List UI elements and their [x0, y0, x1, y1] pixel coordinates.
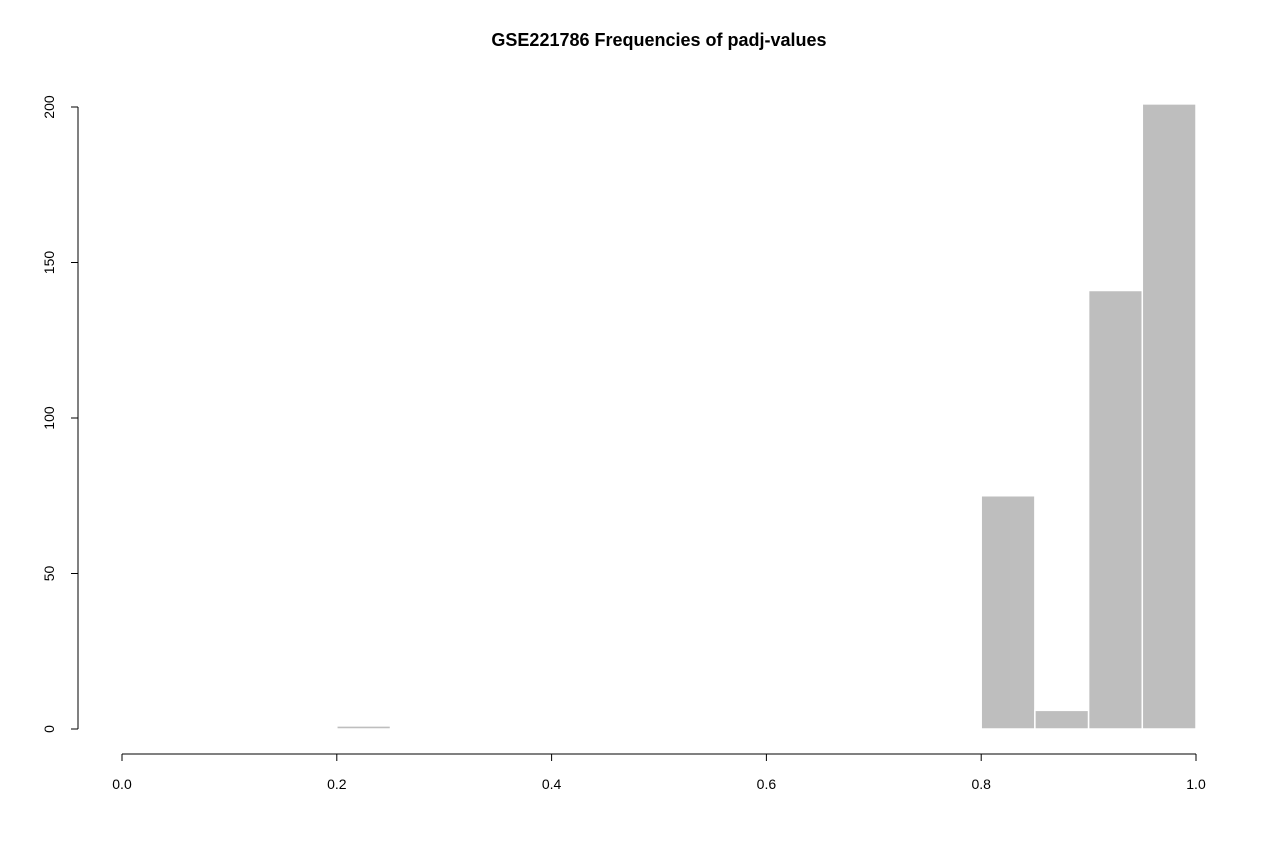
y-tick-label-0: 0	[41, 725, 57, 733]
histogram-bar-2	[1034, 709, 1090, 730]
x-axis: 0.0 0.2 0.4 0.6 0.8 1.0	[112, 753, 1206, 792]
y-tick-label-1: 50	[41, 566, 57, 582]
x-tick-label-4: 0.8	[971, 776, 991, 792]
x-tick-label-3: 0.6	[757, 776, 777, 792]
y-tick-label-2: 100	[41, 406, 57, 430]
x-tick-label-2: 0.4	[542, 776, 562, 792]
histogram-bar-4	[1141, 103, 1197, 730]
histogram-bar-3	[1087, 289, 1144, 730]
y-tick-label-3: 150	[41, 251, 57, 275]
y-axis: 0 50 100 150 200	[41, 95, 79, 733]
x-tick-label-1: 0.2	[327, 776, 347, 792]
x-tick-label-5: 1.0	[1186, 776, 1206, 792]
bars-group	[336, 103, 1197, 730]
chart-title: GSE221786 Frequencies of padj-values	[491, 30, 826, 50]
histogram-bar-0	[336, 725, 392, 730]
histogram-bar-1	[980, 495, 1036, 730]
y-tick-label-4: 200	[41, 95, 57, 119]
x-tick-label-0: 0.0	[112, 776, 132, 792]
